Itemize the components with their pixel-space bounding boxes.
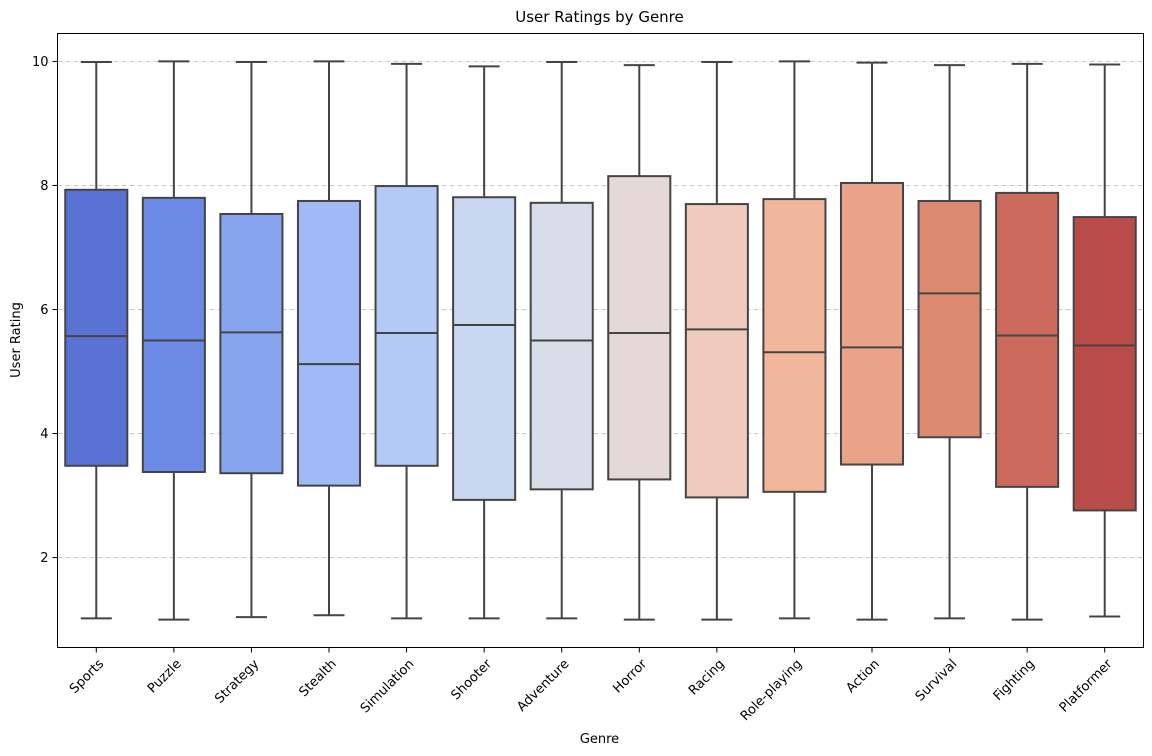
box-iqr — [374, 185, 439, 467]
x-tick-label-puzzle: Puzzle — [145, 657, 185, 697]
x-tick-label-fighting: Fighting — [991, 657, 1038, 704]
y-tick-label-10: 10 — [32, 55, 49, 70]
box-iqr — [917, 199, 982, 439]
box-iqr — [529, 201, 594, 491]
y-axis-ticks: 2 4 6 8 10 — [32, 55, 58, 566]
box-action — [839, 61, 905, 621]
box-shooter — [452, 65, 517, 620]
box-fighting — [995, 62, 1060, 621]
x-tick-label-survival: Survival — [913, 657, 961, 705]
box-horror — [607, 64, 672, 621]
x-tick-label-simulation: Simulation — [358, 657, 418, 717]
x-tick-label-action: Action — [843, 657, 882, 696]
box-iqr — [684, 203, 749, 499]
box-iqr — [762, 198, 827, 493]
box-iqr — [141, 196, 206, 473]
box-stealth — [296, 60, 362, 617]
x-tick-label-shooter: Shooter — [448, 656, 495, 703]
y-axis-label: User Rating — [9, 302, 24, 378]
box-iqr — [607, 175, 672, 481]
box-iqr — [995, 191, 1060, 488]
box-sports — [64, 61, 129, 620]
x-tick-label-racing: Racing — [686, 657, 728, 699]
y-tick-label-2: 2 — [40, 551, 48, 566]
x-tick-label-horror: Horror — [610, 656, 650, 696]
box-iqr — [296, 199, 362, 487]
box-survival — [917, 64, 982, 620]
box-racing — [684, 61, 749, 621]
x-axis-ticks: Sports Puzzle Strategy Stealth Simulation Sho… — [67, 647, 1116, 724]
x-tick-label-strategy: Strategy — [212, 657, 262, 707]
box-adventure — [529, 61, 594, 620]
box-iqr — [452, 196, 517, 501]
box-puzzle — [141, 60, 206, 621]
y-tick-label-6: 6 — [40, 303, 48, 318]
box-simulation — [374, 62, 439, 620]
box-strategy — [219, 61, 284, 619]
box-series — [64, 60, 1137, 621]
x-axis-label: Genre — [580, 732, 619, 747]
x-tick-label-sports: Sports — [67, 657, 107, 697]
box-iqr — [1072, 216, 1137, 512]
box-iqr — [219, 212, 284, 475]
x-tick-label-stealth: Stealth — [297, 657, 340, 700]
box-iqr — [64, 188, 129, 467]
box-platformer — [1072, 63, 1137, 618]
chart-title: User Ratings by Genre — [515, 8, 684, 26]
y-tick-label-4: 4 — [40, 427, 48, 442]
box-role-playing — [762, 60, 827, 620]
plot-frame — [57, 33, 1144, 648]
x-tick-label-platformer: Platformer — [1057, 656, 1116, 715]
box-iqr — [839, 181, 905, 466]
y-tick-label-8: 8 — [40, 179, 48, 194]
x-tick-label-role-playing: Role-playing — [738, 657, 805, 724]
x-tick-label-adventure: Adventure — [514, 657, 572, 715]
